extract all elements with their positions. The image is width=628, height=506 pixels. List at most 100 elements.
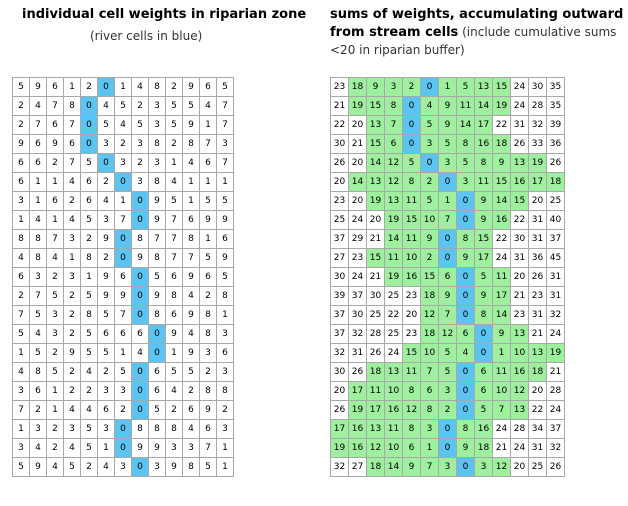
- grid-cell: 1: [12, 419, 30, 439]
- riparian-buffer-cell: 14: [384, 229, 403, 249]
- grid-cell: 7: [199, 438, 217, 458]
- grid-cell: 2: [63, 362, 81, 382]
- riparian-buffer-cell: 19: [492, 96, 511, 116]
- grid-cell: 3: [216, 419, 234, 439]
- grid-cell: 3: [46, 305, 64, 325]
- grid-cell: 39: [546, 115, 565, 135]
- riparian-buffer-cell: 13: [384, 191, 403, 211]
- grid-cell: 6: [114, 324, 132, 344]
- grid-row: 32 27 18 14 9 7 3 0 3 12 20 25 26: [330, 457, 565, 477]
- grid-cell: 3: [12, 191, 30, 211]
- grid-row: 37 30 25 22 20 12 7 0 8 14 23 31 32: [330, 305, 565, 325]
- grid-row: 22 20 13 7 0 5 9 14 17 22 31 32 39: [330, 115, 565, 135]
- grid-cell: 22: [510, 210, 529, 230]
- riparian-buffer-cell: 3: [438, 457, 457, 477]
- grid-cell: 24: [546, 324, 565, 344]
- riparian-buffer-cell: 10: [384, 438, 403, 458]
- riparian-buffer-cell: 19: [348, 400, 367, 420]
- riparian-buffer-cell: 2: [420, 172, 439, 192]
- grid-cell: 8: [148, 134, 166, 154]
- river-cell: 0: [114, 248, 132, 268]
- grid-cell: 21: [366, 267, 385, 287]
- grid-cell: 8: [199, 305, 217, 325]
- riparian-buffer-cell: 10: [420, 343, 439, 363]
- grid-row: 26 19 17 16 12 8 2 0 5 7 13 22 24: [330, 400, 565, 420]
- grid-cell: 3: [182, 438, 200, 458]
- grid-cell: 9: [97, 267, 115, 287]
- grid-cell: 2: [97, 362, 115, 382]
- grid-cell: 40: [546, 210, 565, 230]
- riparian-buffer-cell: 17: [528, 172, 547, 192]
- grid-cell: 24: [546, 400, 565, 420]
- grid-cell: 20: [366, 210, 385, 230]
- grid-cell: 2: [46, 267, 64, 287]
- grid-cell: 22: [492, 229, 511, 249]
- riparian-buffer-cell: 13: [474, 77, 493, 97]
- riparian-buffer-cell: 12: [402, 400, 421, 420]
- grid-cell: 6: [199, 267, 217, 287]
- grid-cell: 2: [29, 400, 47, 420]
- riparian-buffer-cell: 11: [384, 419, 403, 439]
- grid-cell: 30: [528, 77, 547, 97]
- grid-cell: 9: [63, 343, 81, 363]
- grid-cell: 28: [366, 324, 385, 344]
- grid-row: 23 20 19 13 11 5 1 0 9 14 15 20 25: [330, 191, 565, 211]
- river-cell: 0: [456, 381, 475, 401]
- riparian-buffer-cell: 9: [438, 96, 457, 116]
- riparian-buffer-cell: 18: [474, 438, 493, 458]
- grid-row: 19 16 12 10 6 1 0 9 18 21 24 31 32: [330, 438, 565, 458]
- riparian-buffer-cell: 3: [420, 134, 439, 154]
- grid-cell: 3: [63, 267, 81, 287]
- grid-cell: 8: [216, 381, 234, 401]
- grid-row: 25 24 20 19 15 10 7 0 9 16 22 31 40: [330, 210, 565, 230]
- riparian-buffer-cell: 6: [402, 438, 421, 458]
- grid-cell: 8: [182, 229, 200, 249]
- river-cell: 0: [131, 362, 149, 382]
- grid-cell: 1: [216, 305, 234, 325]
- grid-cell: 6: [97, 324, 115, 344]
- grid-cell: 23: [528, 286, 547, 306]
- riparian-buffer-cell: 15: [474, 229, 493, 249]
- grid-cell: 6: [182, 400, 200, 420]
- grid-cell: 39: [330, 286, 349, 306]
- riparian-buffer-cell: 11: [366, 381, 385, 401]
- grid-row: 37 29 21 14 11 9 0 8 15 22 30 31 37: [330, 229, 565, 249]
- grid-cell: 30: [348, 305, 367, 325]
- grid-cell: 8: [182, 457, 200, 477]
- river-cell: 0: [456, 210, 475, 230]
- grid-cell: 2: [199, 362, 217, 382]
- grid-cell: 30: [330, 267, 349, 287]
- grid-cell: 8: [216, 286, 234, 306]
- riparian-buffer-cell: 14: [384, 457, 403, 477]
- grid-cell: 1: [114, 343, 132, 363]
- riparian-buffer-cell: 16: [474, 419, 493, 439]
- grid-cell: 26: [330, 400, 349, 420]
- riparian-buffer-cell: 18: [348, 77, 367, 97]
- river-cell: 0: [420, 153, 439, 173]
- grid-cell: 1: [46, 381, 64, 401]
- grid-cell: 37: [330, 229, 349, 249]
- grid-cell: 1: [46, 172, 64, 192]
- riparian-buffer-cell: 13: [528, 343, 547, 363]
- grid-cell: 5: [80, 343, 98, 363]
- riparian-buffer-cell: 19: [366, 191, 385, 211]
- grid-cell: 6: [216, 229, 234, 249]
- grid-cell: 30: [366, 286, 385, 306]
- riparian-buffer-cell: 16: [510, 362, 529, 382]
- grid-cell: 4: [29, 96, 47, 116]
- grid-cell: 3: [216, 324, 234, 344]
- river-cell: 0: [80, 134, 98, 154]
- riparian-buffer-cell: 8: [384, 96, 403, 116]
- river-cell: 0: [148, 324, 166, 344]
- riparian-buffer-cell: 8: [402, 172, 421, 192]
- riparian-buffer-cell: 16: [348, 438, 367, 458]
- riparian-buffer-cell: 15: [510, 191, 529, 211]
- grid-cell: 8: [199, 381, 217, 401]
